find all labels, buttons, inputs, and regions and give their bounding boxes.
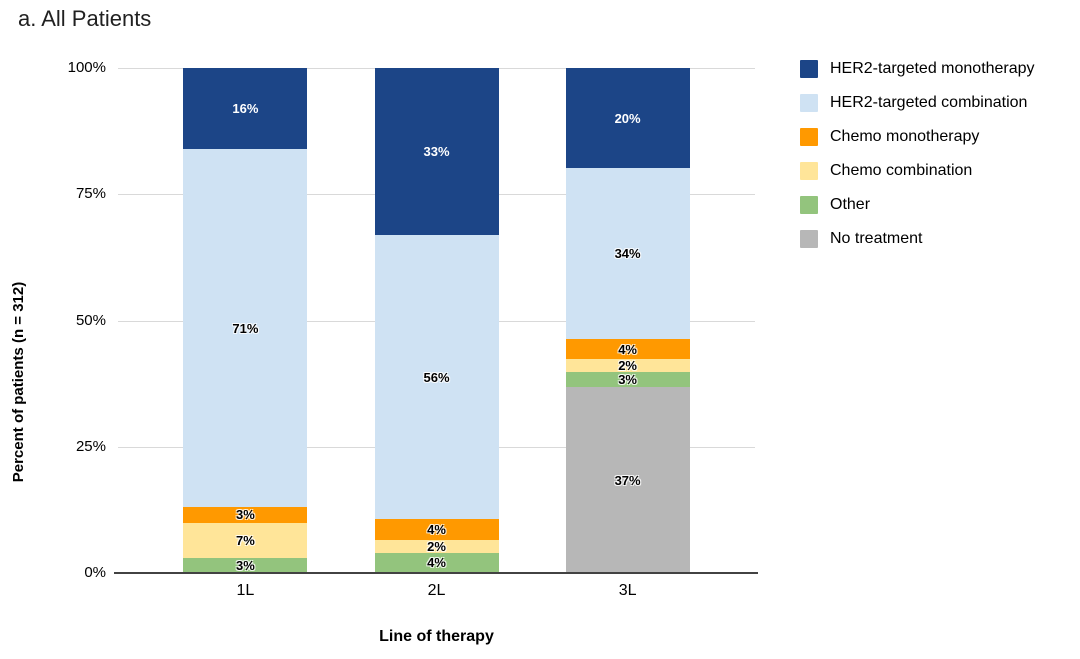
- legend-swatch-icon: [800, 94, 818, 112]
- bar-segment: 4%: [374, 519, 499, 540]
- bar-1L: 16% 71% 3% 7% 3%: [183, 68, 308, 573]
- x-axis-title: Line of therapy: [379, 628, 494, 645]
- legend-swatch-icon: [800, 230, 818, 248]
- bar-segment-label: 37%: [614, 472, 641, 488]
- y-tick-label: 50%: [75, 311, 106, 329]
- legend-item: No treatment: [800, 230, 1035, 248]
- legend-swatch-icon: [800, 128, 818, 146]
- bar-segment-label: 20%: [614, 110, 641, 126]
- legend-swatch-icon: [800, 196, 818, 214]
- bars-layer: 16% 71% 3% 7% 3% 33% 56% 4% 2% 4% 20% 34% 4% 2% 3% 37%: [118, 68, 755, 573]
- x-axis-ticks: 1L 2L 3L: [118, 582, 755, 602]
- x-tick-label: 2L: [427, 582, 446, 599]
- y-tick-label: 100%: [67, 59, 106, 76]
- legend-label: HER2-targeted combination: [830, 94, 1028, 111]
- chart-title: a. All Patients: [18, 6, 152, 31]
- y-tick-label: 0%: [84, 564, 106, 581]
- bar-segment: 16%: [183, 68, 308, 149]
- legend-item: Chemo combination: [800, 162, 1035, 180]
- y-tick-label: 25%: [75, 437, 106, 455]
- bar-segment: 3%: [565, 372, 690, 388]
- bar-segment-label: 56%: [423, 369, 450, 385]
- bar-segment: 37%: [565, 387, 690, 573]
- bar-segment-label: 71%: [232, 320, 259, 336]
- bar-segment-label: 2%: [618, 358, 637, 374]
- bar-segment-label: 4%: [427, 522, 446, 538]
- bar-segment-label: 2%: [427, 538, 446, 554]
- bar-segment: 56%: [374, 235, 499, 520]
- x-tick-label: 1L: [236, 582, 255, 599]
- plot-area: 16% 71% 3% 7% 3% 33% 56% 4% 2% 4% 20% 34% 4% 2% 3% 37%: [114, 68, 758, 574]
- legend-label: No treatment: [830, 230, 923, 247]
- bar-segment: 2%: [374, 538, 499, 554]
- bar-segment: 4%: [374, 552, 499, 573]
- bar-segment-label: 33%: [423, 144, 450, 160]
- bar-segment-label: 16%: [232, 100, 259, 116]
- legend-label: HER2-targeted monotherapy: [830, 60, 1035, 77]
- legend-label: Chemo combination: [830, 162, 973, 179]
- legend-swatch-icon: [800, 162, 818, 180]
- bar-2L: 33% 56% 4% 2% 4%: [374, 68, 499, 573]
- legend-item: HER2-targeted combination: [800, 94, 1035, 112]
- bar-3L: 20% 34% 4% 2% 3% 37%: [565, 68, 690, 573]
- bar-segment-label: 34%: [614, 246, 641, 262]
- bar-segment: 34%: [565, 168, 690, 340]
- y-axis-ticks: 100% 75% 50% 25% 0%: [0, 59, 106, 581]
- legend-item: Other: [800, 196, 1035, 214]
- bar-segment-label: 3%: [618, 372, 637, 388]
- bar-segment: 71%: [183, 148, 308, 508]
- x-axis-line: [114, 572, 758, 574]
- bar-segment: 2%: [565, 358, 690, 374]
- bar-segment-label: 4%: [618, 341, 637, 357]
- bar-segment: 3%: [183, 557, 308, 573]
- legend-item: Chemo monotherapy: [800, 128, 1035, 146]
- legend-label: Other: [830, 196, 871, 213]
- bar-segment-label: 7%: [235, 532, 255, 548]
- legend-item: HER2-targeted monotherapy: [800, 60, 1035, 78]
- legend: HER2-targeted monotherapy HER2-targeted c…: [800, 60, 1035, 264]
- bar-segment: 4%: [565, 339, 690, 360]
- bar-segment-label: 3%: [235, 557, 255, 573]
- x-tick-label: 3L: [618, 582, 637, 599]
- bar-segment-label: 4%: [427, 555, 446, 571]
- bar-segment: 3%: [183, 507, 308, 523]
- y-tick-label: 75%: [75, 185, 106, 203]
- legend-swatch-icon: [800, 60, 818, 78]
- bar-segment: 20%: [565, 68, 690, 169]
- bar-segment: 7%: [183, 522, 308, 558]
- bar-segment-label: 3%: [235, 507, 255, 523]
- legend-label: Chemo monotherapy: [830, 128, 980, 145]
- bar-segment: 33%: [374, 68, 499, 236]
